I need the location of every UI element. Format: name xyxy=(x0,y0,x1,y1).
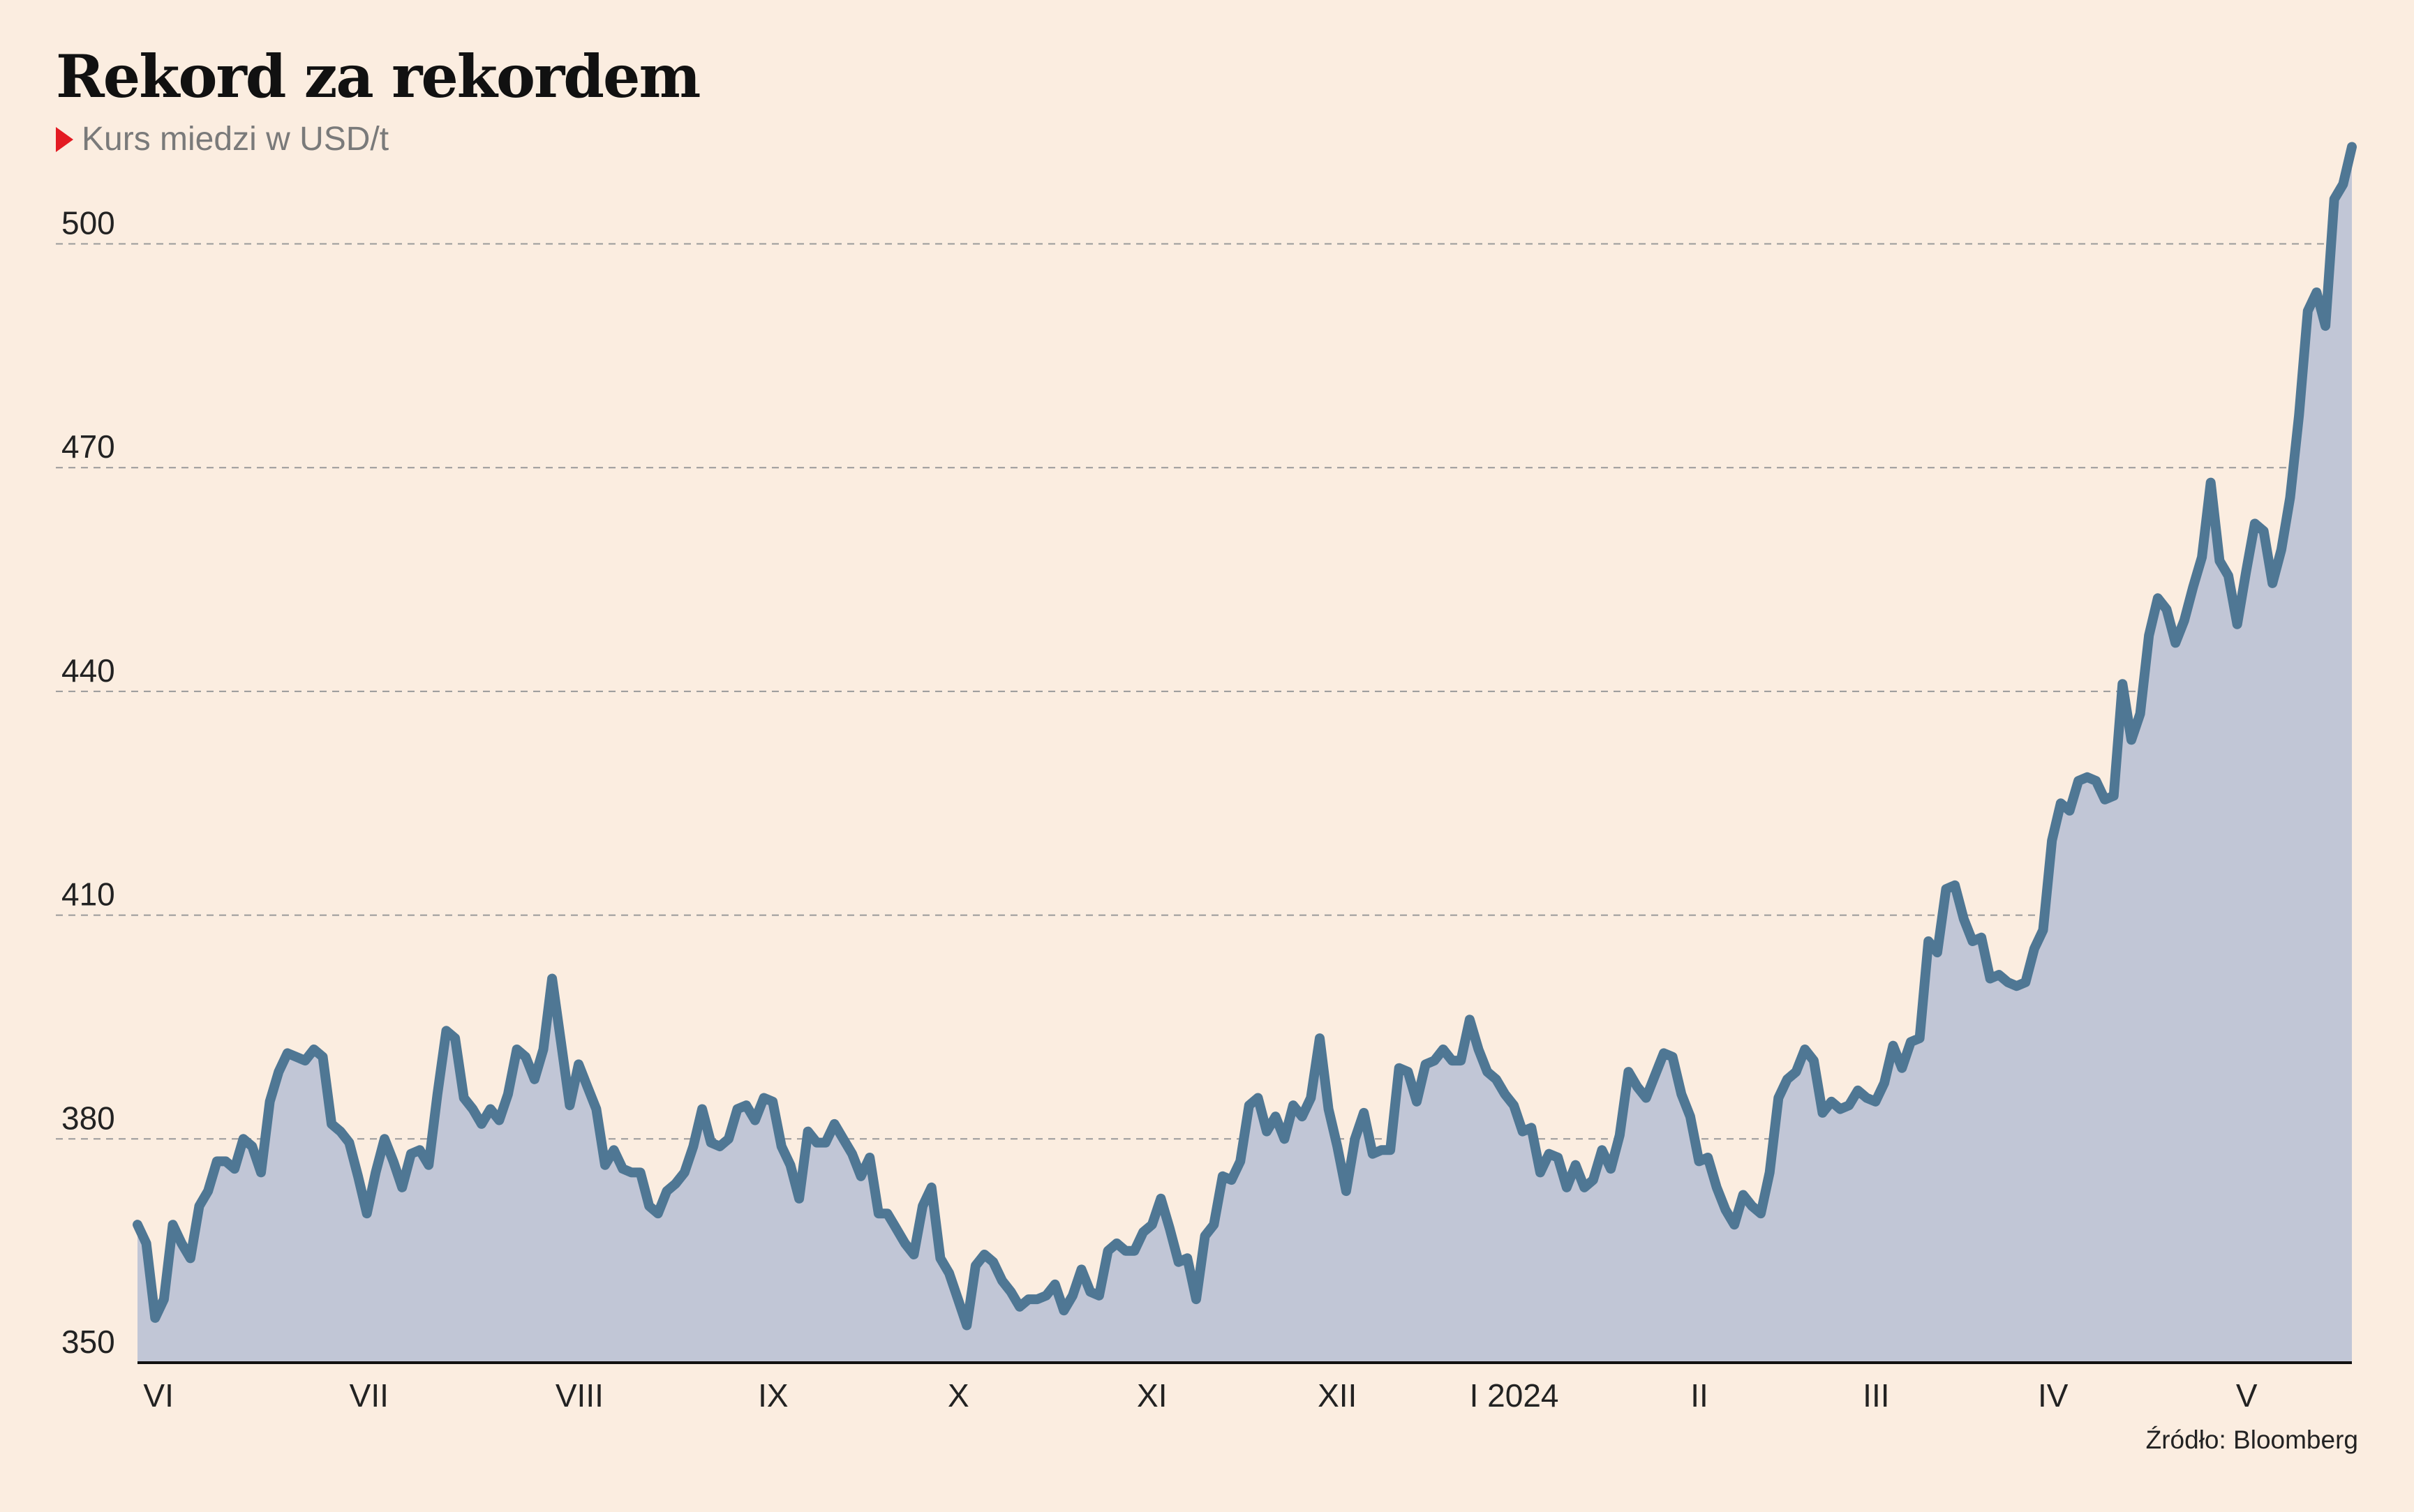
x-month-label: I 2024 xyxy=(1470,1377,1559,1414)
x-month-label: VI xyxy=(143,1377,173,1414)
x-month-label: X xyxy=(948,1377,969,1414)
x-month-label: V xyxy=(2236,1377,2258,1414)
subtitle-text: Kurs miedzi w USD/t xyxy=(82,121,389,158)
y-tick-label-440: 440 xyxy=(61,652,115,689)
source-note: Źródło: Bloomberg xyxy=(2145,1425,2358,1454)
price-line-series xyxy=(133,142,2357,1331)
x-axis-month-labels: VI VII VIII IX X XI XII I 2024 II III IV V xyxy=(143,1377,2257,1414)
x-month-label: III xyxy=(1863,1377,1889,1414)
y-tick-label-470: 470 xyxy=(61,428,115,465)
price-area-fill xyxy=(137,147,2352,1363)
chart-title: Rekord za rekordem xyxy=(56,42,701,111)
red-triangle-marker xyxy=(56,127,73,152)
x-month-label: IV xyxy=(2038,1377,2069,1414)
x-month-label: VII xyxy=(350,1377,389,1414)
y-tick-label-350: 350 xyxy=(61,1324,115,1360)
x-month-label: VIII xyxy=(556,1377,604,1414)
x-month-label: IX xyxy=(758,1377,788,1414)
y-tick-label-410: 410 xyxy=(61,876,115,913)
chart-subtitle: Kurs miedzi w USD/t xyxy=(56,123,389,156)
x-month-label: XII xyxy=(1318,1377,1357,1414)
x-month-label: XI xyxy=(1137,1377,1167,1414)
y-tick-label-500: 500 xyxy=(61,205,115,241)
x-month-label: II xyxy=(1690,1377,1708,1414)
y-axis-tick-labels: 350 380 410 440 470 500 xyxy=(61,205,115,1361)
y-tick-label-380: 380 xyxy=(61,1100,115,1136)
